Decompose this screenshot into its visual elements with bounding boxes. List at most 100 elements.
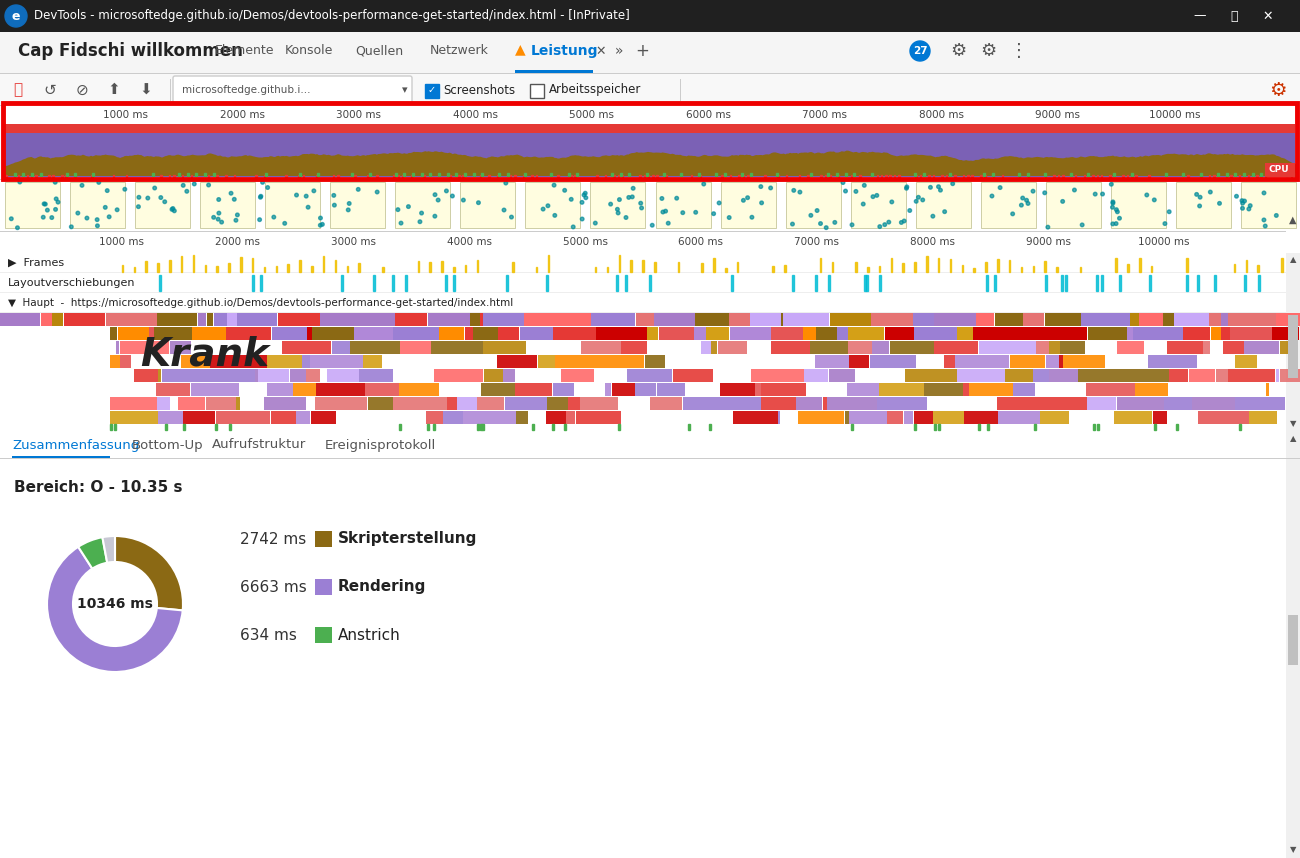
Text: 10000 ms: 10000 ms bbox=[1139, 237, 1190, 247]
Circle shape bbox=[662, 210, 664, 214]
Bar bbox=[0, 231, 1286, 232]
Circle shape bbox=[1026, 202, 1030, 205]
Bar bbox=[729, 174, 732, 177]
Circle shape bbox=[234, 219, 238, 222]
Circle shape bbox=[261, 180, 264, 184]
Circle shape bbox=[792, 189, 796, 192]
Bar bbox=[455, 173, 458, 176]
Circle shape bbox=[105, 189, 109, 192]
Bar bbox=[852, 327, 884, 340]
Bar bbox=[425, 411, 443, 424]
Bar bbox=[1275, 369, 1279, 382]
Text: 27: 27 bbox=[913, 46, 927, 56]
Bar bbox=[783, 313, 829, 326]
Bar bbox=[915, 182, 971, 228]
Bar bbox=[1096, 275, 1098, 291]
Bar bbox=[1197, 275, 1199, 291]
Text: 7000 ms: 7000 ms bbox=[802, 110, 848, 120]
Bar bbox=[26, 174, 29, 177]
Bar bbox=[299, 174, 300, 177]
Circle shape bbox=[1072, 188, 1076, 192]
Bar bbox=[849, 411, 887, 424]
Circle shape bbox=[172, 207, 174, 210]
Bar bbox=[1127, 174, 1128, 177]
Bar bbox=[1279, 369, 1300, 382]
Bar bbox=[576, 411, 621, 424]
Bar bbox=[1154, 424, 1157, 430]
Bar bbox=[720, 383, 755, 396]
Bar bbox=[996, 369, 1005, 382]
Circle shape bbox=[1153, 198, 1156, 202]
Circle shape bbox=[1061, 200, 1065, 203]
Bar bbox=[755, 383, 760, 396]
Bar bbox=[181, 256, 182, 272]
Bar bbox=[0, 327, 1286, 341]
Bar bbox=[507, 173, 510, 176]
Bar bbox=[803, 327, 816, 340]
Bar bbox=[816, 327, 837, 340]
Bar bbox=[302, 355, 309, 368]
Bar bbox=[5, 124, 1295, 133]
Bar bbox=[463, 174, 464, 177]
Bar bbox=[1053, 174, 1054, 177]
Circle shape bbox=[295, 193, 298, 196]
Circle shape bbox=[75, 211, 79, 214]
Bar bbox=[692, 174, 693, 177]
Circle shape bbox=[1167, 210, 1171, 214]
Bar bbox=[879, 275, 880, 291]
Circle shape bbox=[563, 189, 567, 192]
Bar bbox=[183, 424, 186, 430]
Circle shape bbox=[53, 208, 57, 211]
Bar bbox=[523, 174, 524, 177]
Circle shape bbox=[862, 202, 865, 206]
Circle shape bbox=[318, 216, 322, 220]
Bar bbox=[0, 293, 1286, 313]
Bar bbox=[578, 313, 590, 326]
Bar bbox=[0, 231, 1286, 253]
Bar bbox=[914, 424, 916, 430]
Bar bbox=[296, 411, 311, 424]
Bar bbox=[1009, 260, 1010, 272]
Bar bbox=[597, 174, 598, 177]
Bar bbox=[1035, 397, 1087, 410]
Bar bbox=[447, 397, 458, 410]
Circle shape bbox=[437, 198, 439, 202]
Circle shape bbox=[920, 198, 924, 202]
Bar bbox=[1183, 327, 1208, 340]
Circle shape bbox=[185, 190, 188, 193]
Bar bbox=[636, 313, 654, 326]
Bar bbox=[718, 341, 747, 354]
Bar bbox=[554, 327, 595, 340]
Text: Elemente: Elemente bbox=[214, 45, 274, 57]
Bar bbox=[872, 341, 889, 354]
Bar bbox=[1223, 341, 1244, 354]
Circle shape bbox=[1248, 204, 1252, 208]
Text: ⬆: ⬆ bbox=[108, 82, 121, 98]
Bar bbox=[945, 174, 946, 177]
Bar bbox=[157, 313, 198, 326]
Circle shape bbox=[43, 202, 47, 206]
Bar bbox=[653, 174, 654, 177]
Bar bbox=[1209, 174, 1210, 177]
Bar bbox=[395, 182, 450, 228]
Bar bbox=[1080, 313, 1130, 326]
Bar bbox=[680, 173, 682, 176]
Bar bbox=[659, 327, 694, 340]
Bar bbox=[1130, 313, 1139, 326]
Bar bbox=[173, 174, 174, 177]
Bar bbox=[126, 174, 127, 177]
Bar bbox=[798, 174, 801, 177]
Bar bbox=[1096, 174, 1098, 177]
Bar bbox=[1286, 431, 1300, 858]
Bar bbox=[1057, 268, 1058, 272]
Circle shape bbox=[170, 208, 174, 211]
Bar bbox=[426, 424, 429, 430]
Bar bbox=[402, 174, 403, 177]
Circle shape bbox=[1110, 205, 1114, 209]
Bar bbox=[429, 263, 430, 272]
Bar bbox=[827, 397, 876, 410]
Bar bbox=[1245, 260, 1247, 272]
Circle shape bbox=[728, 215, 731, 220]
Bar bbox=[207, 313, 213, 326]
Circle shape bbox=[173, 209, 176, 213]
